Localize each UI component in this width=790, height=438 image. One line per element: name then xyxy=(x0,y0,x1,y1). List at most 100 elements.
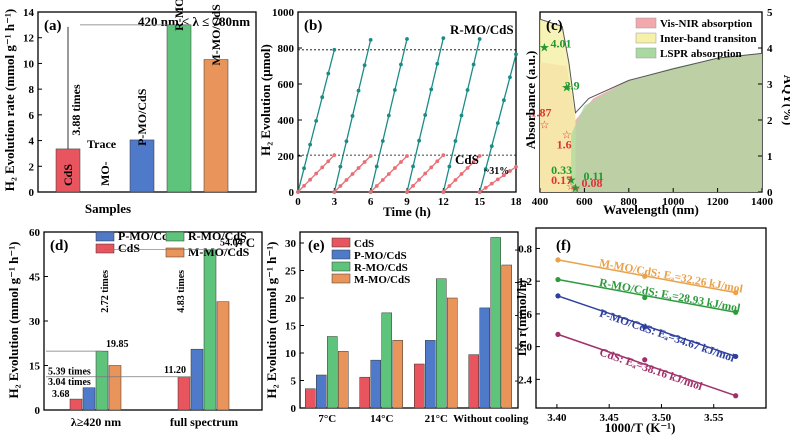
panel-a-title: 420 nm ≤ λ ≤ 780nm xyxy=(138,14,250,29)
panel-b-point xyxy=(429,165,434,170)
panel-a-ytick-label: 2 xyxy=(29,161,35,173)
panel-a-ytick-label: 4 xyxy=(29,136,35,148)
panel-b-xtick-label: 3 xyxy=(332,196,338,208)
panel-b-point xyxy=(308,142,313,147)
panel-d-value-label: 54.04 xyxy=(220,238,243,249)
panel-c-xtick-label: 1400 xyxy=(751,196,774,208)
panel-d-value-label: 3.68 xyxy=(52,389,70,400)
panel-d-ylabel: H₂ Evolution (mmol g⁻¹ h⁻¹) xyxy=(6,242,21,399)
panel-c-ylabel: Absorbance (a.u.) xyxy=(523,51,538,150)
panel-b-point xyxy=(392,88,397,92)
panel-f-xlabel: 1000/T (K⁻¹) xyxy=(605,420,676,435)
panel-b-point xyxy=(338,184,343,188)
panel-e-ytick-label: 25 xyxy=(285,266,297,278)
panel-b-point xyxy=(483,167,488,171)
panel-c-y2tick-label: 0 xyxy=(767,187,773,199)
panel-b-xtick-label: 0 xyxy=(295,196,301,208)
panel-f-ytick-label: -1.2 xyxy=(515,276,533,288)
panel-b-point xyxy=(453,178,458,182)
panel-d-label: (d) xyxy=(50,238,68,254)
panel-a-ytick-label: 10 xyxy=(23,58,35,70)
panel-d-value-label: 19.85 xyxy=(106,339,129,350)
panel-c-red-label: 0.08 xyxy=(582,176,603,190)
panel-e-bar xyxy=(468,354,479,409)
panel-b-point xyxy=(477,190,482,194)
panel-e-label: (e) xyxy=(308,238,325,254)
panel-d-ann-times: 4.83 times xyxy=(176,270,187,313)
panel-b-point xyxy=(417,177,422,182)
panel-e-legend-label: R-MO/CdS xyxy=(354,262,408,274)
panel-b-ytick-label: 600 xyxy=(278,79,295,91)
panel-b-point xyxy=(320,95,325,100)
panel-d-bar xyxy=(203,249,217,411)
panel-b-ytick-label: 800 xyxy=(278,43,295,55)
panel-c-xtick-label: 1000 xyxy=(662,196,685,208)
panel-b-point xyxy=(441,190,446,194)
panel-d-ann-times: 5.39 times xyxy=(48,366,91,377)
panel-c-red-star: ☆ xyxy=(566,181,576,193)
panel-c-red-star: ☆ xyxy=(540,120,550,132)
panel-d-bar xyxy=(190,348,204,411)
panel-f-fit-line xyxy=(557,278,736,314)
panel-b-point xyxy=(411,183,415,188)
panel-e-legend-label: CdS xyxy=(354,238,374,250)
panel-a-ytick-label: 0 xyxy=(29,187,35,199)
panel-e-bar xyxy=(316,374,327,409)
panel-c-y2tick-label: 2 xyxy=(767,115,773,127)
panel-b-point xyxy=(374,164,379,169)
panel-b-point xyxy=(380,178,385,182)
panel-d-bar xyxy=(69,398,83,411)
panel-b-point xyxy=(453,139,458,143)
panel-e-bar xyxy=(414,363,425,409)
panel-b-point xyxy=(405,37,409,41)
panel-e-legend-swatch xyxy=(331,237,351,248)
panel-b-point xyxy=(308,177,313,182)
panel-c-y2tick-label: 4 xyxy=(767,43,773,55)
panel-b-xtick-label: 6 xyxy=(368,196,374,208)
panel-f-point xyxy=(733,309,739,315)
panel-b-point xyxy=(495,177,500,182)
panel-c-red-label: 1.87 xyxy=(530,106,551,120)
panel-b-point xyxy=(392,166,397,170)
panel-c-green-star: ★ xyxy=(566,173,577,187)
panel-d-title: 7°C xyxy=(234,235,255,250)
panel-e-legend-swatch xyxy=(331,249,351,260)
panel-a-ytick-label: 14 xyxy=(23,7,35,19)
panel-f-ytick-label: -2.4 xyxy=(515,374,533,386)
panel-b-ytick-label: 1000 xyxy=(272,7,295,19)
panel-a-category-label: R-MO/CdS xyxy=(172,0,186,31)
panel-b-point xyxy=(302,183,306,188)
panel-a-category-label: MO- xyxy=(98,161,112,186)
panel-c-green-star: ★ xyxy=(570,181,581,195)
panel-a-ytick-label: 6 xyxy=(29,110,35,122)
panel-b-point xyxy=(477,154,482,158)
panel-b-point xyxy=(368,190,373,194)
panel-d-category-label: λ≥420 nm xyxy=(71,415,121,429)
panel-e-category-label: 7°C xyxy=(318,413,336,425)
panel-b-point xyxy=(514,52,518,57)
panel-b-point xyxy=(411,164,415,169)
panel-b-xtick-label: 15 xyxy=(474,196,486,208)
panel-e-legend-label: P-MO/CdS xyxy=(354,250,407,262)
panel-d-legend-swatch xyxy=(95,243,115,254)
panel-b-point xyxy=(514,164,518,169)
panel-d-ytick-label: 45 xyxy=(29,272,41,284)
panel-a-ytick-label: 8 xyxy=(29,84,35,96)
panel-d-value-label: 11.20 xyxy=(164,365,186,376)
panel-f-axes xyxy=(535,227,767,409)
panel-b-point xyxy=(495,121,500,126)
panel-d-bar xyxy=(82,387,96,411)
panel-e-category-label: 14°C xyxy=(370,413,393,425)
panel-b-point xyxy=(508,75,512,80)
panel-b-point xyxy=(326,159,331,164)
panel-b-point xyxy=(326,71,331,76)
panel-a-bar xyxy=(129,139,155,193)
panel-f-point xyxy=(642,273,648,279)
panel-e-bar xyxy=(490,237,501,409)
panel-a-bar xyxy=(166,24,192,193)
panel-c-red-star: ☆ xyxy=(562,129,572,141)
panel-b-point xyxy=(501,173,506,178)
panel-e-category-label: Without cooling xyxy=(453,413,529,425)
panel-b-point xyxy=(314,171,319,176)
